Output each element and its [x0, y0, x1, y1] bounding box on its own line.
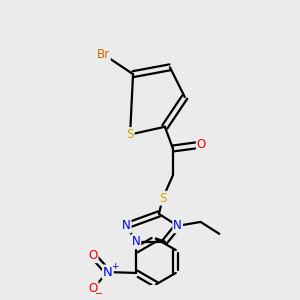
- Text: N: N: [173, 219, 182, 232]
- Text: +: +: [111, 262, 118, 271]
- Text: O: O: [88, 282, 98, 295]
- Text: N: N: [122, 219, 130, 232]
- Text: O: O: [88, 249, 98, 262]
- Text: Br: Br: [97, 48, 110, 61]
- Text: N: N: [132, 235, 140, 248]
- Text: N: N: [103, 266, 113, 279]
- Text: −: −: [95, 289, 103, 299]
- Text: S: S: [126, 128, 134, 141]
- Text: S: S: [159, 192, 166, 205]
- Text: O: O: [197, 138, 206, 151]
